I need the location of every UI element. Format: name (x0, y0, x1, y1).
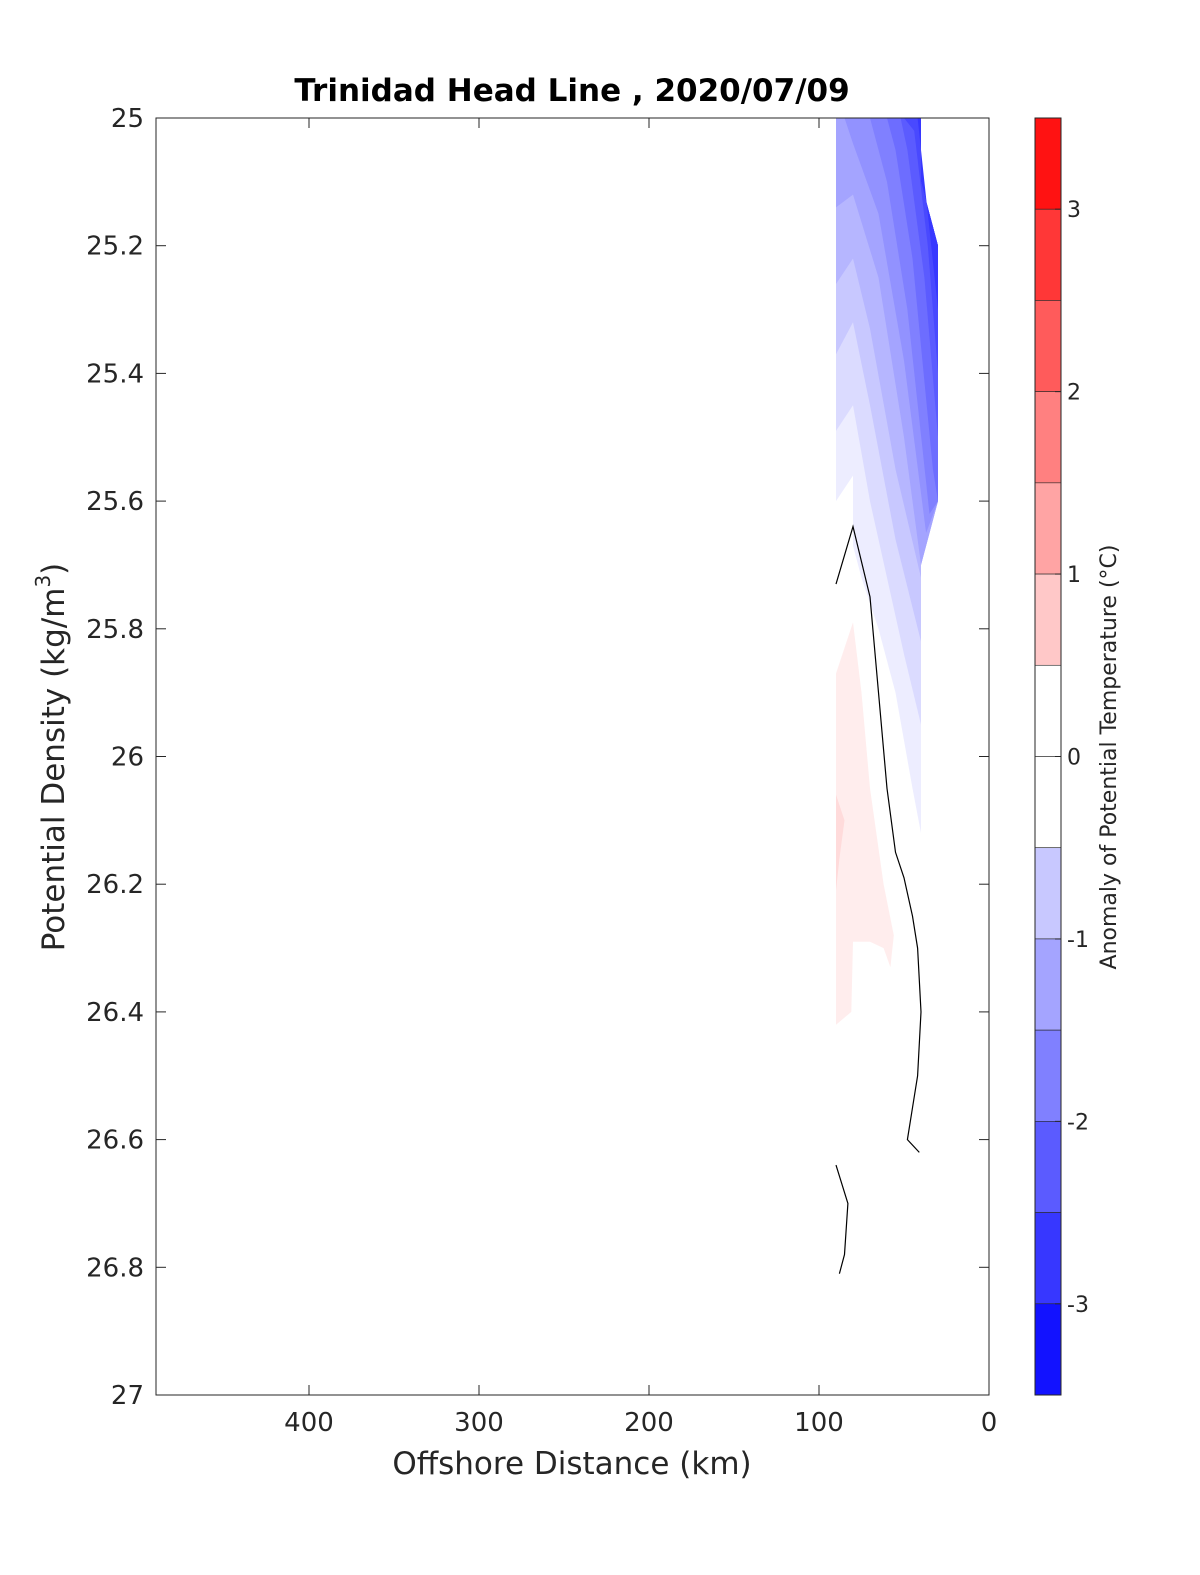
y-tick-label: 25.6 (86, 487, 144, 517)
colorbar-segment (1034, 938, 1062, 1031)
colorbar-segment (1034, 1029, 1062, 1122)
y-tick-label: 27 (111, 1381, 144, 1411)
contour-region-11 (836, 622, 894, 1025)
colorbar-tick-label: 0 (1067, 746, 1081, 771)
x-axis-tick-labels: 400 300 200 100 0 (284, 1408, 997, 1438)
y-tick-label: 26.2 (86, 870, 144, 900)
x-tick-label: 0 (981, 1408, 998, 1438)
y-tick-label: 26.4 (86, 998, 144, 1028)
x-tick-label: 400 (284, 1408, 334, 1438)
colorbar-tick-label: -1 (1067, 928, 1089, 953)
colorbar-segment (1034, 1121, 1062, 1213)
x-tick-label: 200 (624, 1408, 674, 1438)
y-tick-label: 25.2 (86, 232, 144, 262)
colorbar-segment (1034, 1212, 1062, 1305)
y-axis-tick-labels: 25 25.2 25.4 25.6 25.8 26 26.2 26.4 26.6 26.8 27 (86, 104, 144, 1411)
colorbar-tick-label: -2 (1067, 1110, 1089, 1135)
colorbar-tick-labels: 3 2 1 0 -1 -2 -3 (1067, 198, 1089, 1318)
chart-title: Trinidad Head Line , 2020/07/09 (294, 73, 849, 109)
colorbar-tick-label: 1 (1067, 563, 1081, 588)
axes (155, 117, 990, 1396)
colorbar-segment (1034, 300, 1062, 392)
y-axis-label-main: Potential Density (kg/m (36, 588, 72, 952)
colorbar-segment (1034, 573, 1062, 666)
contour-region-8 (890, 118, 938, 438)
colorbar-tick-label: -3 (1067, 1293, 1089, 1318)
x-tick-label: 300 (454, 1408, 504, 1438)
colorbar-tick-label: 3 (1067, 198, 1081, 223)
y-axis-label: Potential Density (kg/m3) (31, 563, 72, 952)
colorbar-label: Anomaly of Potential Temperature (°C) (1097, 545, 1122, 970)
colorbar-segment (1034, 117, 1062, 210)
colorbar-segment (1034, 1303, 1062, 1396)
zero-contour-line-1 (835, 1164, 849, 1274)
zero-contour-layer (835, 524, 922, 1274)
contour-fill-layer (836, 118, 938, 1025)
x-axis-label: Offshore Distance (km) (392, 1446, 751, 1482)
y-tick-label: 26 (111, 743, 144, 773)
colorbar-segment (1034, 756, 1062, 849)
colorbar-segment (1034, 664, 1062, 757)
y-axis-label-superscript: 3 (31, 575, 55, 588)
y-tick-label: 25.4 (86, 359, 144, 389)
colorbar (1034, 117, 1062, 1396)
y-tick-label: 26.8 (86, 1253, 144, 1283)
y-axis-label-close: ) (36, 563, 72, 575)
x-tick-label: 100 (794, 1408, 844, 1438)
y-tick-label: 26.6 (86, 1126, 144, 1156)
y-tick-label: 25 (111, 104, 144, 134)
zero-contour-line-0 (835, 524, 922, 1153)
colorbar-tick-label: 2 (1067, 381, 1081, 406)
y-tick-label: 25.8 (86, 615, 144, 645)
contour-region-12 (836, 794, 845, 891)
colorbar-segment (1034, 482, 1062, 575)
colorbar-segment (1034, 391, 1062, 484)
colorbar-segment (1034, 847, 1062, 940)
colorbar-segment (1034, 208, 1062, 301)
